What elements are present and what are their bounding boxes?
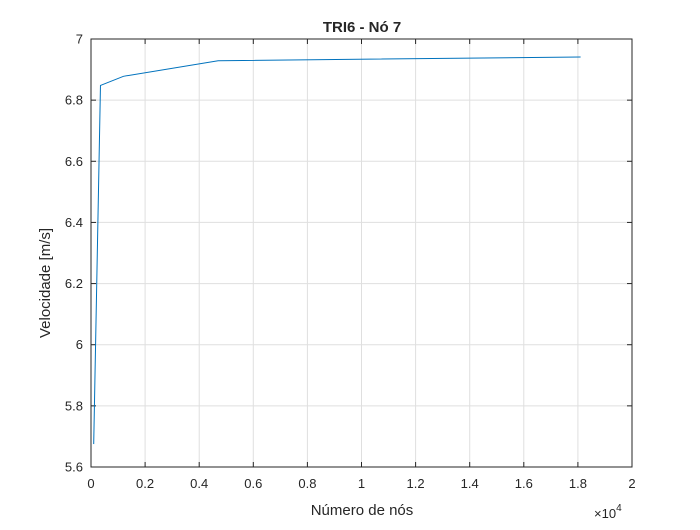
x-axis-exponent-base: ×10 bbox=[594, 506, 616, 521]
x-tick-label: 0.4 bbox=[190, 476, 208, 491]
series-line bbox=[93, 56, 581, 445]
ticks: 0 0.2 0.4 0.6 0.8 1 1.2 1.4 1.6 1.8 2 5.6 5.8 6 6.2 6.4… bbox=[65, 32, 636, 492]
x-tick-label: 1.6 bbox=[515, 476, 533, 491]
x-tick-label: 0.2 bbox=[136, 476, 154, 491]
y-tick-label: 6.2 bbox=[65, 276, 83, 291]
series-layer bbox=[93, 56, 581, 445]
x-tick-label: 1.4 bbox=[461, 476, 479, 491]
x-tick-label: 0 bbox=[87, 476, 94, 491]
x-tick-label: 1.8 bbox=[569, 476, 587, 491]
x-tick-label: 1 bbox=[358, 476, 365, 491]
y-tick-label: 6 bbox=[76, 337, 83, 352]
y-tick-label: 6.6 bbox=[65, 154, 83, 169]
y-tick-label: 7 bbox=[76, 32, 83, 47]
x-tick-label: 2 bbox=[628, 476, 635, 491]
x-tick-label: 0.6 bbox=[244, 476, 262, 491]
y-tick-label: 6.4 bbox=[65, 215, 83, 230]
x-axis-label: Número de nós bbox=[311, 502, 414, 519]
grid bbox=[90, 38, 633, 468]
x-axis-exponent: ×104 bbox=[594, 503, 622, 521]
x-axis-exponent-power: 4 bbox=[616, 503, 622, 514]
chart-title: TRI6 - Nó 7 bbox=[323, 19, 401, 36]
y-tick-label: 6.8 bbox=[65, 93, 83, 108]
x-tick-label: 1.2 bbox=[407, 476, 425, 491]
y-tick-label: 5.6 bbox=[65, 460, 83, 475]
y-axis-label: Velocidade [m/s] bbox=[37, 228, 54, 338]
y-tick-label: 5.8 bbox=[65, 398, 83, 413]
x-tick-label: 0.8 bbox=[298, 476, 316, 491]
